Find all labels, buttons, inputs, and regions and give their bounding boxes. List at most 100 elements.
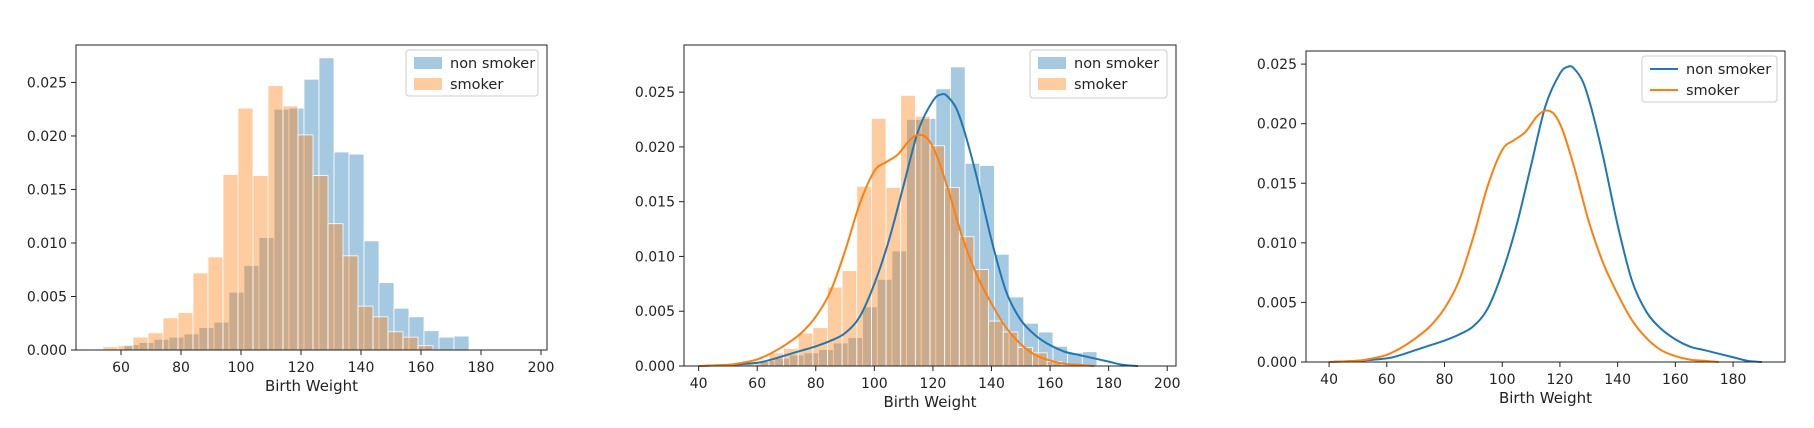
- y-tick-label: 0.015: [1257, 176, 1297, 192]
- x-tick-label: 120: [920, 376, 947, 392]
- legend-swatch-smoker: [1038, 78, 1066, 90]
- x-tick-label: 60: [112, 360, 130, 376]
- bar-smoker: [988, 320, 1004, 367]
- x-tick-label: 80: [1436, 372, 1454, 388]
- axes-frame: [75, 44, 548, 351]
- legend-box: [1029, 49, 1168, 99]
- legend-swatch-smoker: [414, 78, 442, 90]
- bar-smoker: [252, 175, 269, 351]
- bar-smoker: [417, 345, 434, 351]
- x-tick-label: 80: [172, 360, 190, 376]
- y-tick-label: 0.020: [635, 140, 675, 156]
- x-tick-label: 180: [1095, 376, 1122, 392]
- y-tick-label: 0.010: [635, 249, 675, 265]
- legend-label-smoker: smoker: [1074, 77, 1127, 93]
- bar-smoker: [783, 348, 799, 367]
- chart-kde: 40 60 80 100 120 140 160 180 0.000 0.005 0.010 0.01…: [1257, 50, 1786, 407]
- bar-smoker: [944, 187, 960, 367]
- bar-smoker: [132, 336, 149, 351]
- y-tick-label: 0.015: [635, 195, 675, 211]
- kde-line-non-smoker: [698, 93, 1139, 367]
- legend-swatch-non-smoker: [414, 57, 442, 69]
- x-tick-label: 160: [408, 360, 435, 376]
- x-tick-label: 40: [1320, 372, 1338, 388]
- x-tick-label: 60: [1378, 372, 1396, 388]
- x-tick-label: 140: [1604, 372, 1631, 388]
- bar-smoker: [387, 331, 404, 351]
- bar-smoker: [914, 115, 931, 367]
- y-tick-label: 0.010: [27, 236, 67, 252]
- bar-smoker: [117, 345, 134, 351]
- bar-smoker: [327, 223, 344, 351]
- legend-label-smoker: smoker: [450, 77, 503, 93]
- y-tick-label: 0.010: [1257, 236, 1297, 252]
- bar-smoker: [357, 305, 374, 351]
- x-axis-label: Birth Weight: [1499, 389, 1592, 407]
- bar-smoker: [237, 107, 254, 351]
- y-tick-label: 0.025: [1257, 57, 1297, 73]
- legend-label-non-smoker: non smoker: [1074, 56, 1159, 72]
- bar-smoker: [192, 272, 209, 351]
- bar-smoker: [1002, 331, 1019, 367]
- kde-line-smoker: [1329, 109, 1719, 363]
- x-tick-label: 80: [807, 376, 825, 392]
- legend-label-non-smoker: non smoker: [1686, 62, 1771, 78]
- y-tick-label: 0.005: [27, 289, 67, 305]
- chart-histogram-kde: 40 60 80 100 120 140 160 180 200 0.000 0.005 0.010 0…: [635, 44, 1181, 411]
- x-tick-label: 200: [1154, 376, 1181, 392]
- legend-label-smoker: smoker: [1686, 83, 1739, 99]
- y-tick-label: 0.000: [27, 343, 67, 359]
- legend-box: [405, 49, 539, 97]
- y-tick-label: 0.000: [635, 359, 675, 375]
- legend: non smoker smoker: [1641, 55, 1778, 103]
- axes-frame: [683, 44, 1177, 367]
- y-tick-label: 0.025: [635, 85, 675, 101]
- y-tick-label: 0.025: [27, 75, 67, 91]
- x-tick-label: 200: [528, 360, 555, 376]
- bar-smoker: [147, 332, 164, 351]
- y-tick-label: 0.020: [27, 129, 67, 145]
- x-axis-label: Birth Weight: [883, 393, 976, 411]
- x-tick-label: 120: [288, 360, 315, 376]
- x-tick-label: 100: [1489, 372, 1516, 388]
- bar-non-smoker: [453, 335, 470, 351]
- legend: non smoker smoker: [1029, 49, 1168, 99]
- y-tick-label: 0.000: [1257, 355, 1297, 371]
- x-tick-label: 160: [1037, 376, 1064, 392]
- axes-frame: [1305, 50, 1786, 363]
- kde-line-smoker: [698, 133, 1095, 367]
- x-tick-label: 140: [348, 360, 375, 376]
- bar-smoker: [312, 175, 329, 351]
- bar-smoker: [958, 236, 975, 367]
- x-tick-label: 100: [228, 360, 255, 376]
- y-tick-label: 0.020: [1257, 117, 1297, 133]
- y-tick-label: 0.005: [1257, 295, 1297, 311]
- x-axis-label: Birth Weight: [265, 377, 358, 395]
- bar-non-smoker: [438, 336, 455, 351]
- x-tick-label: 100: [861, 376, 888, 392]
- x-tick-label: 140: [978, 376, 1005, 392]
- bar-smoker: [207, 256, 224, 351]
- bar-smoker: [885, 187, 902, 367]
- bar-smoker: [900, 94, 916, 367]
- y-tick-label: 0.015: [27, 182, 67, 198]
- bar-smoker: [827, 286, 843, 367]
- legend-label-non-smoker: non smoker: [450, 56, 535, 72]
- bar-smoker: [871, 118, 887, 367]
- bar-smoker: [856, 185, 872, 367]
- x-tick-label: 40: [690, 376, 708, 392]
- bar-smoker: [177, 312, 194, 351]
- kde-line-non-smoker: [1329, 65, 1763, 363]
- bar-smoker: [222, 174, 239, 351]
- bar-smoker: [372, 316, 389, 351]
- x-tick-label: 180: [1720, 372, 1747, 388]
- bar-smoker: [1017, 346, 1033, 367]
- legend: non smoker smoker: [405, 49, 539, 97]
- bar-smoker: [297, 134, 314, 351]
- x-tick-label: 160: [1662, 372, 1689, 388]
- x-tick-label: 120: [1547, 372, 1574, 388]
- x-tick-label: 180: [468, 360, 495, 376]
- bar-smoker: [402, 336, 419, 351]
- bar-smoker: [267, 85, 284, 351]
